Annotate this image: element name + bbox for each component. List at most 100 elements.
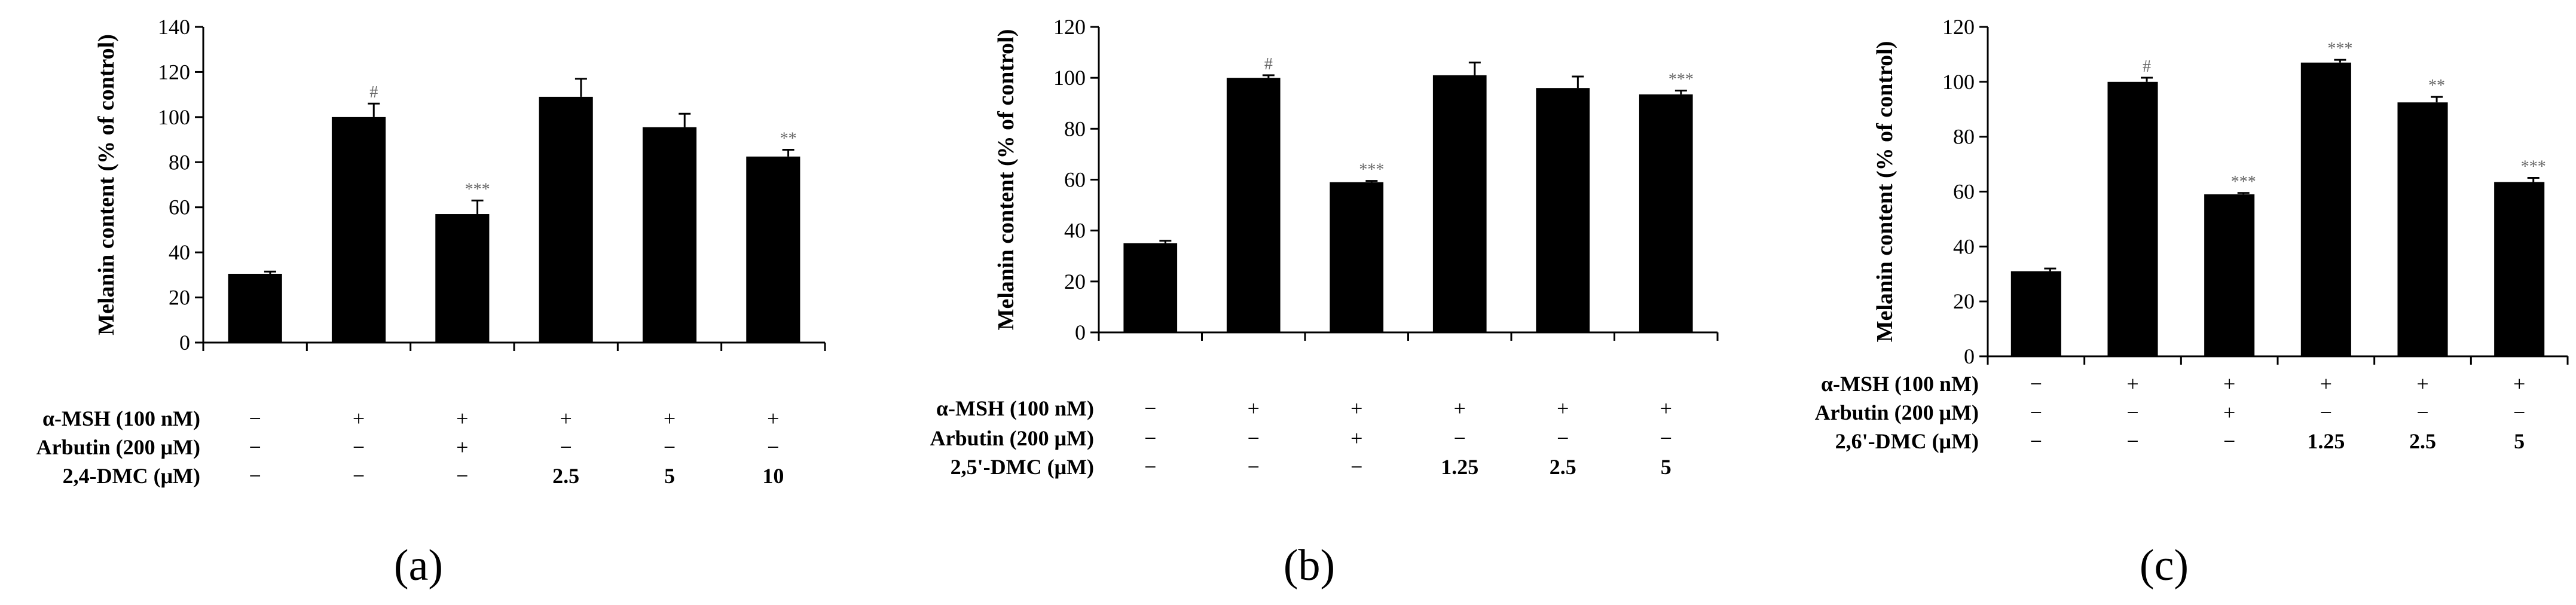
y-tick-label: 120: [1942, 15, 1975, 39]
y-tick-label: 20: [169, 286, 190, 310]
treatment-row-label: 2,4-DMC (μM): [63, 464, 200, 488]
bar: [2107, 81, 2158, 357]
treatment-cell: +: [560, 407, 572, 430]
treatment-cell: −: [560, 435, 572, 459]
treatment-cell: +: [1454, 396, 1466, 420]
y-tick-label: 40: [169, 240, 190, 264]
treatment-row-label: Arbutin (200 μM): [1815, 401, 1979, 424]
treatment-cell: +: [1350, 426, 1362, 450]
treatment-cell: 5: [664, 464, 675, 488]
significance-marker: #: [369, 83, 378, 102]
treatment-cell: −: [249, 407, 261, 430]
panel-label: (c): [2140, 541, 2189, 590]
treatment-cell: 5: [1661, 455, 1672, 479]
treatment-cell: −: [1454, 426, 1466, 450]
treatment-cell: 1.25: [2307, 429, 2345, 453]
y-tick-label: 40: [1953, 234, 1975, 258]
treatment-cell: +: [456, 407, 468, 430]
treatment-cell: −: [1144, 455, 1156, 479]
treatment-cell: −: [2320, 401, 2332, 424]
bar: [1330, 182, 1384, 332]
bar: [1432, 75, 1487, 333]
treatment-cell: +: [1557, 396, 1569, 420]
treatment-row-label: 2,6'-DMC (μM): [1835, 429, 1979, 453]
y-tick-label: 100: [158, 105, 190, 129]
significance-marker: ***: [2327, 39, 2352, 58]
treatment-row-label: α-MSH (100 nM): [1821, 372, 1979, 396]
treatment-cell: 2.5: [1550, 455, 1576, 479]
significance-marker: ***: [1669, 70, 1694, 88]
bar: [228, 273, 282, 343]
bar: [746, 156, 800, 343]
treatment-cell: −: [353, 435, 365, 459]
treatment-cell: +: [1660, 396, 1672, 420]
treatment-cell: 2.5: [552, 464, 579, 488]
treatment-cell: −: [249, 435, 261, 459]
significance-marker: ***: [1359, 161, 1384, 179]
treatment-cell: −: [664, 435, 676, 459]
treatment-cell: −: [2030, 401, 2042, 424]
y-tick-label: 100: [1053, 66, 1086, 90]
treatment-cell: −: [1248, 455, 1260, 479]
significance-marker: ***: [465, 180, 490, 198]
treatment-row-label: 2,5'-DMC (μM): [951, 455, 1094, 479]
y-tick-label: 120: [158, 60, 190, 84]
treatment-cell: −: [1350, 455, 1362, 479]
treatment-cell: −: [2416, 401, 2428, 424]
panel-label: (b): [1284, 541, 1335, 590]
treatment-cell: 2.5: [2409, 429, 2436, 453]
treatment-cell: +: [1248, 396, 1260, 420]
bar: [642, 127, 697, 343]
chart-panel-b: 0 20 40 60 80 100 120 Melanin content (% of con…: [930, 15, 1719, 590]
treatment-cell: +: [2513, 372, 2525, 396]
y-axis-label: Melanin content (% of control): [1872, 41, 1897, 343]
significance-marker: **: [780, 130, 797, 148]
treatment-cell: 10: [762, 464, 784, 488]
treatment-cell: +: [2223, 401, 2235, 424]
treatment-cell: −: [1144, 426, 1156, 450]
treatment-cell: −: [2126, 429, 2138, 453]
bar: [2397, 102, 2448, 357]
treatment-cell: −: [1144, 396, 1156, 420]
treatment-cell: +: [353, 407, 365, 430]
treatment-cell: −: [1248, 426, 1260, 450]
y-tick-label: 80: [1064, 117, 1086, 140]
significance-marker: ***: [2231, 173, 2256, 191]
y-axis-label: Melanin content (% of control): [994, 29, 1019, 331]
treatment-cell: −: [1660, 426, 1672, 450]
bar: [1123, 243, 1178, 332]
significance-marker: **: [2428, 77, 2445, 95]
treatment-row-label: α-MSH (100 nM): [936, 396, 1094, 420]
treatment-cell: −: [2030, 372, 2042, 396]
bar: [1536, 88, 1590, 332]
bar: [2204, 194, 2255, 356]
treatment-cell: −: [2513, 401, 2525, 424]
treatment-cell: −: [2223, 429, 2235, 453]
treatment-row-label: α-MSH (100 nM): [42, 407, 200, 430]
y-tick-label: 20: [1064, 270, 1086, 294]
treatment-cell: −: [2126, 401, 2138, 424]
bar: [331, 117, 386, 343]
significance-marker: ***: [2521, 158, 2546, 176]
treatment-cell: −: [353, 464, 365, 488]
treatment-cell: −: [2030, 429, 2042, 453]
significance-marker: #: [1264, 55, 1273, 74]
treatment-cell: −: [456, 464, 468, 488]
treatment-cell: −: [1557, 426, 1569, 450]
treatment-cell: 5: [2514, 429, 2525, 453]
y-tick-label: 120: [1053, 15, 1086, 39]
bar: [1226, 78, 1281, 332]
bar: [539, 96, 593, 343]
panel-label: (a): [394, 541, 443, 590]
bar: [2300, 62, 2351, 357]
bar: [2010, 271, 2061, 356]
y-tick-label: 60: [169, 195, 190, 219]
chart-panel-c: 0 20 40 60 80 100 120 Melanin content (% of con…: [1815, 15, 2569, 590]
treatment-cell: +: [2223, 372, 2235, 396]
bar: [1639, 94, 1693, 333]
y-tick-label: 60: [1064, 168, 1086, 192]
y-tick-label: 0: [1964, 344, 1975, 368]
chart-panel-a: 0 20 40 60 80 100 120 140 Melanin content (% of …: [36, 15, 826, 590]
y-tick-label: 20: [1953, 289, 1975, 313]
bar: [2494, 182, 2545, 356]
